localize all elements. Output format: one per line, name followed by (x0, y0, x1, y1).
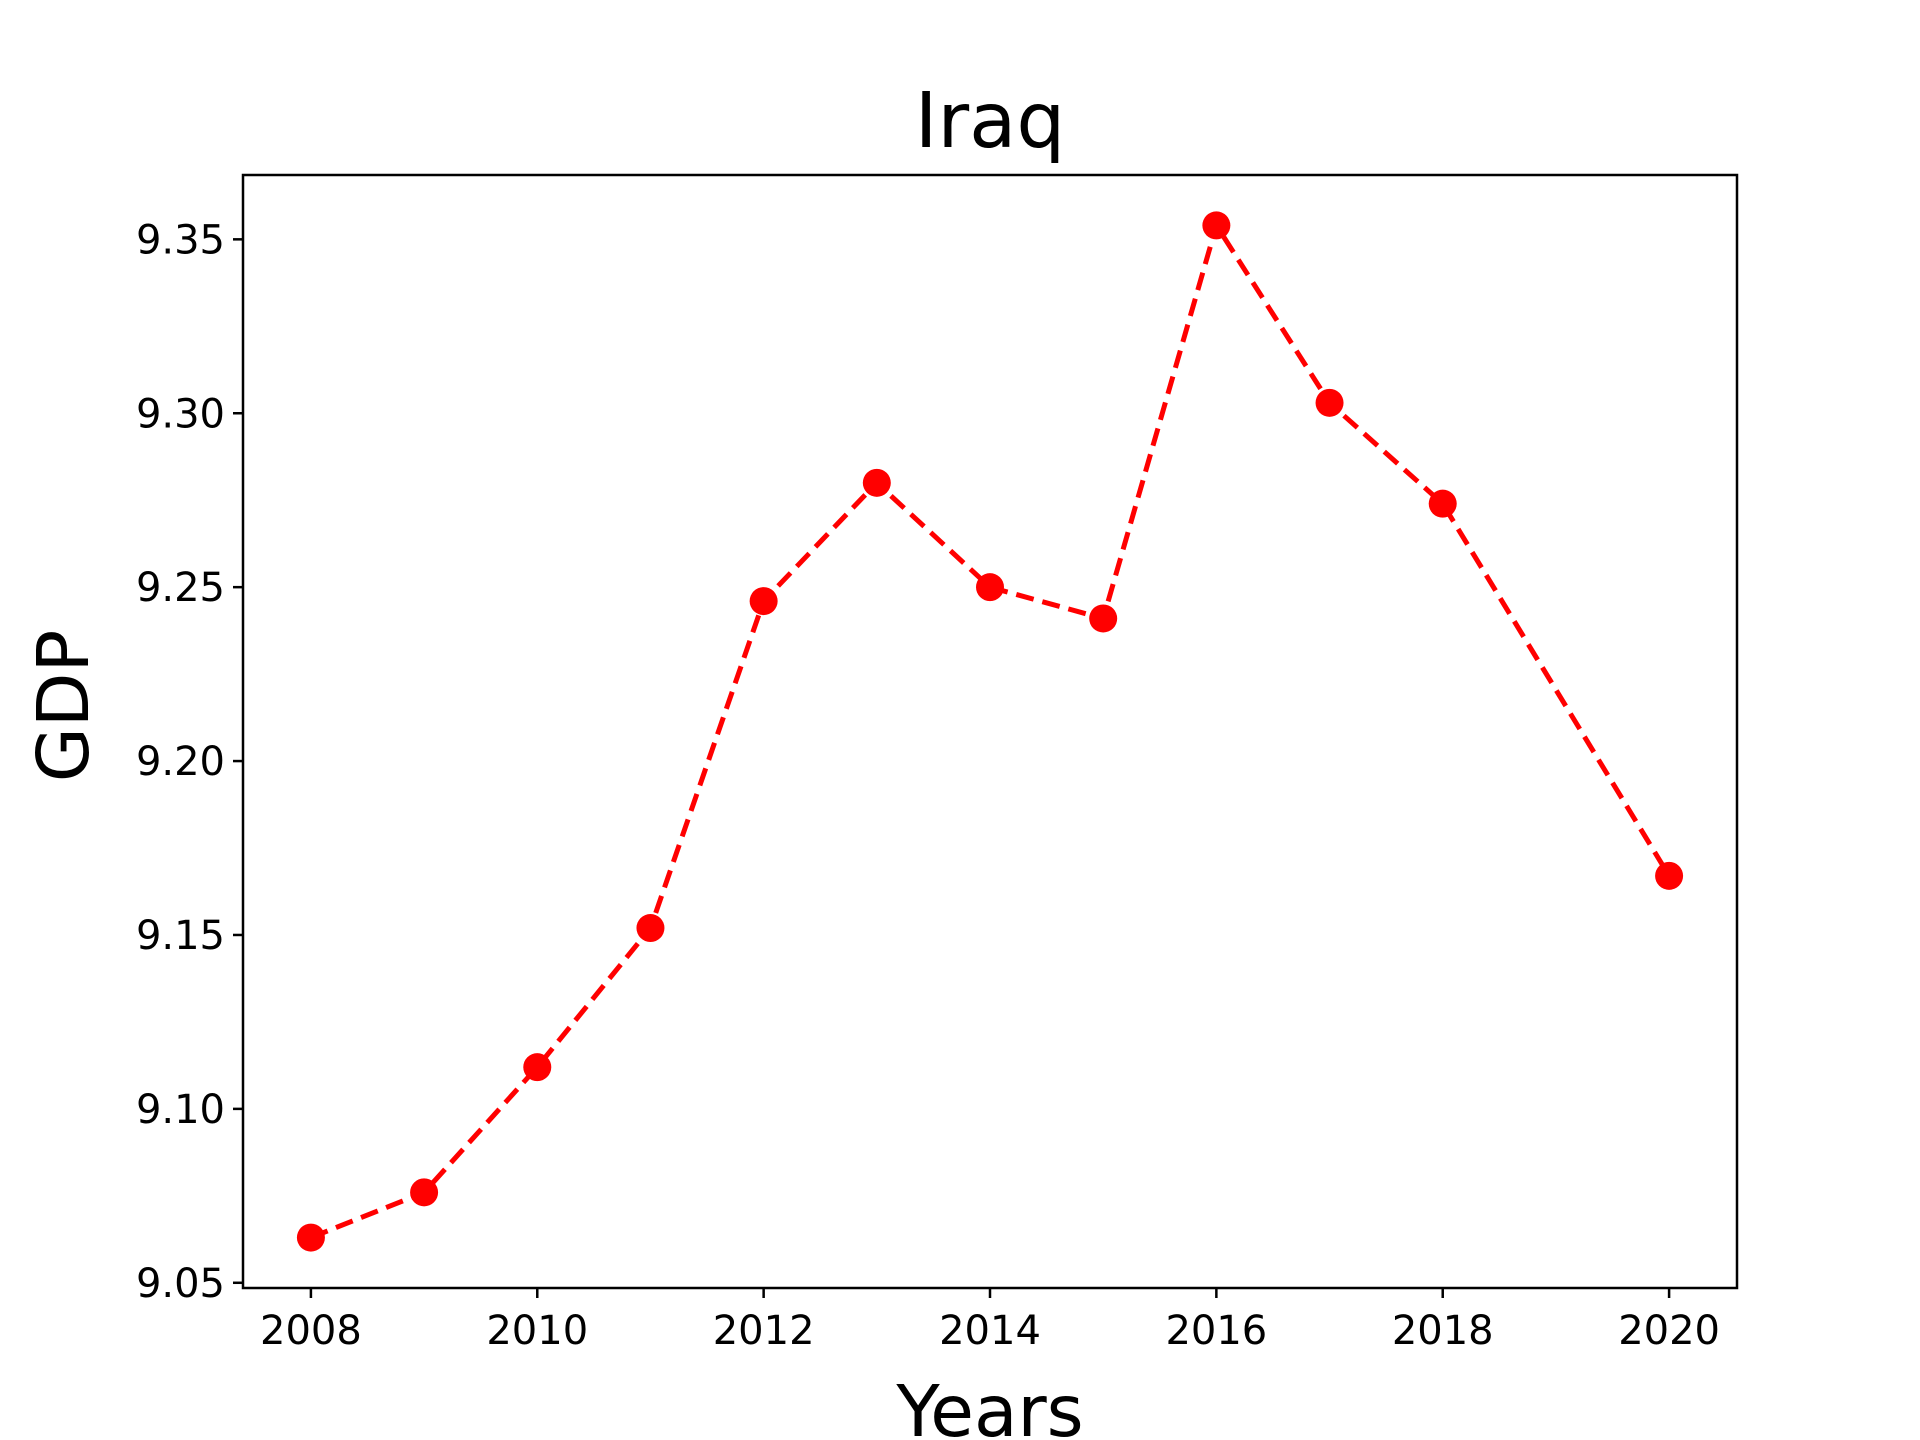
x-axis-label: Years (895, 1370, 1083, 1440)
x-tick-label: 2010 (486, 1308, 588, 1354)
x-tick-label: 2020 (1618, 1308, 1720, 1354)
plot-area-frame (241, 173, 1739, 1290)
data-point (749, 587, 778, 616)
data-point (1655, 861, 1684, 890)
data-point (296, 1223, 325, 1252)
gdp-series-points (296, 211, 1684, 1252)
y-tick-label: 9.25 (136, 565, 225, 611)
data-point (1089, 604, 1118, 633)
y-tick-label: 9.10 (136, 1087, 225, 1133)
y-tick-label: 9.30 (136, 391, 225, 437)
y-tick-label: 9.05 (136, 1261, 225, 1307)
y-tick-label: 9.35 (136, 217, 225, 263)
data-point (862, 468, 891, 497)
x-tick-label: 2014 (939, 1308, 1041, 1354)
data-point (636, 914, 665, 943)
y-axis-label: GDP (22, 630, 105, 783)
data-point (410, 1178, 439, 1207)
data-point (1428, 489, 1457, 518)
y-axis-ticks: 9.05 9.10 9.15 9.20 9.25 9.30 9.35 (136, 217, 243, 1307)
gdp-series-line (309, 219, 1672, 1240)
x-tick-label: 2018 (1392, 1308, 1494, 1354)
x-tick-label: 2012 (713, 1308, 815, 1354)
data-point (976, 573, 1004, 602)
x-tick-label: 2008 (260, 1308, 362, 1354)
data-point (523, 1053, 552, 1082)
y-tick-label: 9.15 (136, 913, 225, 959)
data-point (1315, 388, 1344, 417)
chart-title: Iraq (915, 77, 1065, 166)
x-tick-label: 2016 (1165, 1308, 1267, 1354)
y-tick-label: 9.20 (136, 739, 225, 785)
data-point (1202, 211, 1231, 240)
x-axis-ticks: 2008 2010 2012 2014 2016 2018 2020 (260, 1288, 1720, 1354)
